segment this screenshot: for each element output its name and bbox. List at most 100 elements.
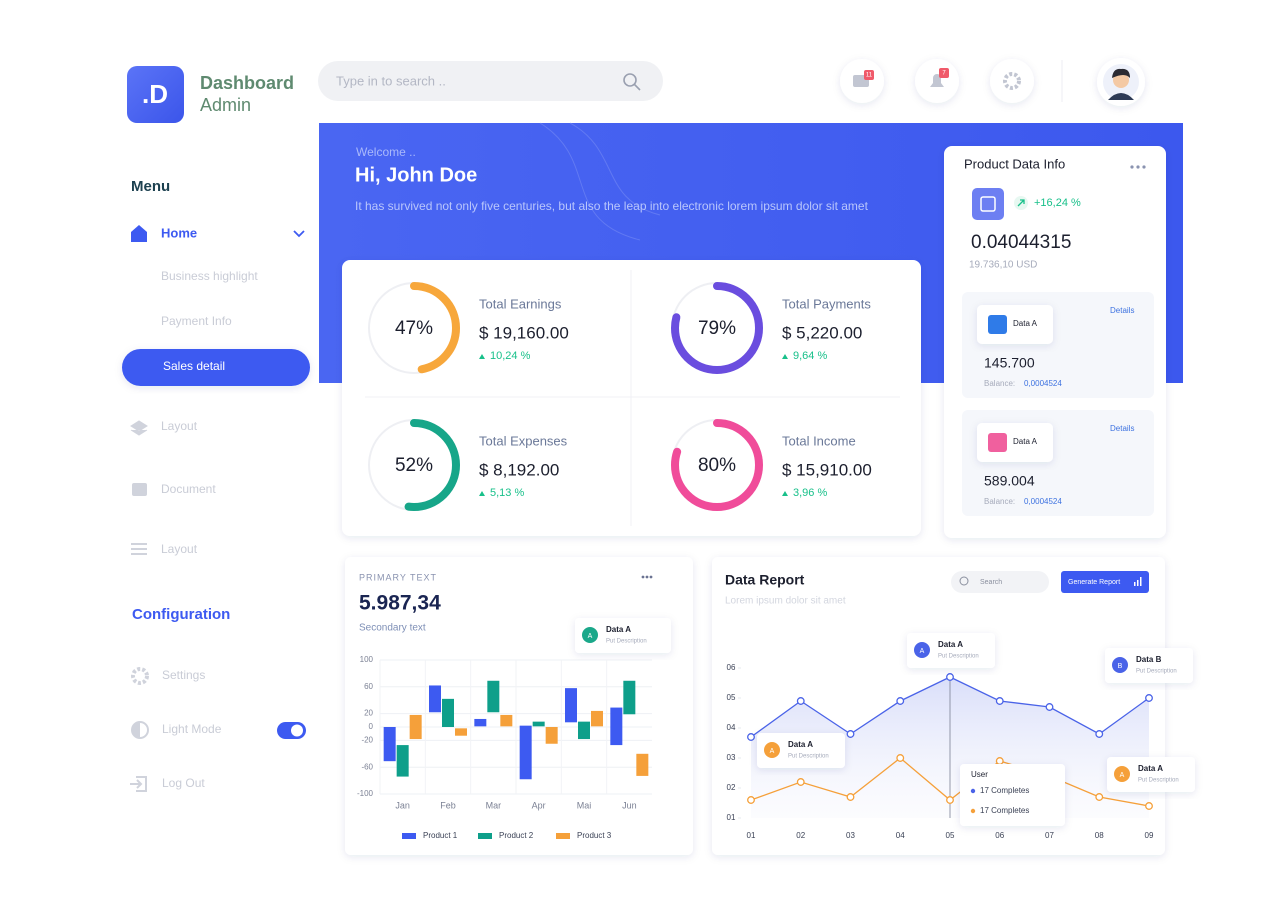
active-menu-item[interactable]	[122, 349, 310, 386]
point	[1095, 793, 1104, 801]
bar	[429, 685, 441, 713]
x-tick-label: 04	[896, 831, 905, 840]
banner-decoration	[539, 122, 661, 241]
search-icon[interactable]	[623, 73, 641, 91]
messages-count: 11	[866, 73, 873, 79]
bar	[487, 680, 500, 713]
legend-swatch	[556, 833, 570, 839]
product-value: 0.04044315	[971, 232, 1071, 253]
bars-icon	[1134, 577, 1142, 586]
tooltip-avatar	[914, 642, 930, 658]
stat-label: Total Payments	[782, 296, 871, 311]
config-item[interactable]: Settings	[162, 668, 205, 682]
point	[995, 757, 1004, 765]
point	[946, 796, 954, 804]
product-icon	[972, 188, 1004, 220]
x-tick-label: 09	[1145, 831, 1154, 840]
list-icon	[131, 543, 147, 555]
menu-heading: Menu	[131, 178, 170, 195]
ring-arc	[368, 282, 460, 374]
point	[846, 793, 855, 801]
ring-label: 80%	[698, 455, 736, 476]
menu-item[interactable]: Layout	[161, 419, 198, 433]
search-box[interactable]	[318, 61, 663, 101]
y-tick-label: 03	[727, 753, 736, 762]
item-link[interactable]: Details	[1110, 306, 1134, 315]
x-tick-label: Mar	[486, 800, 502, 810]
tooltip-avatar	[1112, 657, 1128, 673]
item-link[interactable]: Details	[1110, 424, 1134, 433]
ring-label: 52%	[395, 455, 433, 476]
product-usd: 19.736,10 USD	[969, 260, 1037, 271]
logo[interactable]	[127, 66, 184, 123]
bar	[455, 728, 467, 736]
report-search-text: Search	[980, 579, 1002, 586]
report-search[interactable]	[951, 571, 1049, 593]
bar	[474, 718, 487, 727]
ring-label: 47%	[395, 318, 433, 339]
item-name: Data A	[1013, 437, 1038, 446]
report-subtitle: Lorem ipsum dolor sit amet	[725, 596, 846, 607]
tooltip-text: Put Description	[1136, 669, 1177, 675]
menu-item[interactable]: Home	[161, 225, 197, 240]
point	[995, 697, 1004, 705]
tooltip	[1107, 757, 1195, 792]
stat-change: 5,13 %	[490, 487, 524, 499]
stat-change: 9,64 %	[793, 350, 827, 362]
y-tick-label: -60	[361, 762, 373, 771]
tooltip-text: Put Description	[606, 639, 647, 645]
submenu-item-active: Sales detail	[163, 359, 225, 373]
y-tick-label: -100	[357, 789, 374, 798]
bar	[610, 707, 623, 746]
y-tick-label: 06	[727, 663, 736, 672]
ring-label: 79%	[698, 318, 736, 339]
toggle-knob	[291, 724, 303, 737]
bar	[409, 714, 422, 740]
menu-item[interactable]: Document	[161, 482, 216, 496]
user-box-title: User	[971, 770, 988, 779]
tooltip	[907, 633, 995, 668]
alerts-badge	[939, 68, 949, 78]
config-item[interactable]: Log Out	[162, 776, 205, 790]
avatar-body	[1108, 93, 1134, 100]
bar	[500, 714, 513, 727]
more-button[interactable]	[1130, 165, 1146, 169]
bar	[532, 721, 545, 727]
legend-label: Product 3	[577, 831, 612, 840]
user-box	[960, 764, 1065, 826]
more-button[interactable]	[641, 575, 653, 579]
config-item[interactable]: Light Mode	[162, 722, 222, 736]
up-triangle	[782, 491, 788, 496]
item-icon	[988, 433, 1007, 452]
item-chip	[977, 305, 1053, 344]
tooltip-avatar-letter: A	[588, 633, 593, 640]
user-box-dot	[970, 788, 976, 794]
point	[896, 754, 905, 762]
submenu-item[interactable]: Business highlight	[161, 269, 258, 283]
logo-text: .D	[142, 79, 168, 109]
tooltip-title: Data A	[1138, 764, 1163, 773]
point	[946, 673, 954, 681]
y-tick-label: 02	[727, 783, 736, 792]
settings-button[interactable]	[990, 59, 1034, 103]
x-tick-label: Jun	[622, 800, 637, 810]
chevron[interactable]	[293, 230, 305, 238]
brand-subtitle: Admin	[200, 95, 251, 115]
stat-change: 10,24 %	[490, 350, 531, 362]
item-value: 145.700	[984, 355, 1035, 371]
menu-item[interactable]: Layout	[161, 542, 198, 556]
point	[747, 733, 755, 741]
banner-greeting: Welcome ..	[356, 145, 416, 159]
point	[1145, 694, 1153, 702]
generate-button[interactable]	[1061, 571, 1149, 593]
product-title: Product Data Info	[964, 156, 1065, 171]
tooltip	[757, 733, 845, 768]
x-tick-label: 01	[747, 831, 756, 840]
messages-badge	[864, 70, 874, 80]
tooltip-avatar-letter: A	[770, 748, 775, 755]
submenu-item[interactable]: Payment Info	[161, 314, 232, 328]
item-chip	[977, 423, 1053, 462]
bar	[578, 721, 590, 740]
banner-text: It has survived not only five centuries,…	[355, 199, 869, 213]
